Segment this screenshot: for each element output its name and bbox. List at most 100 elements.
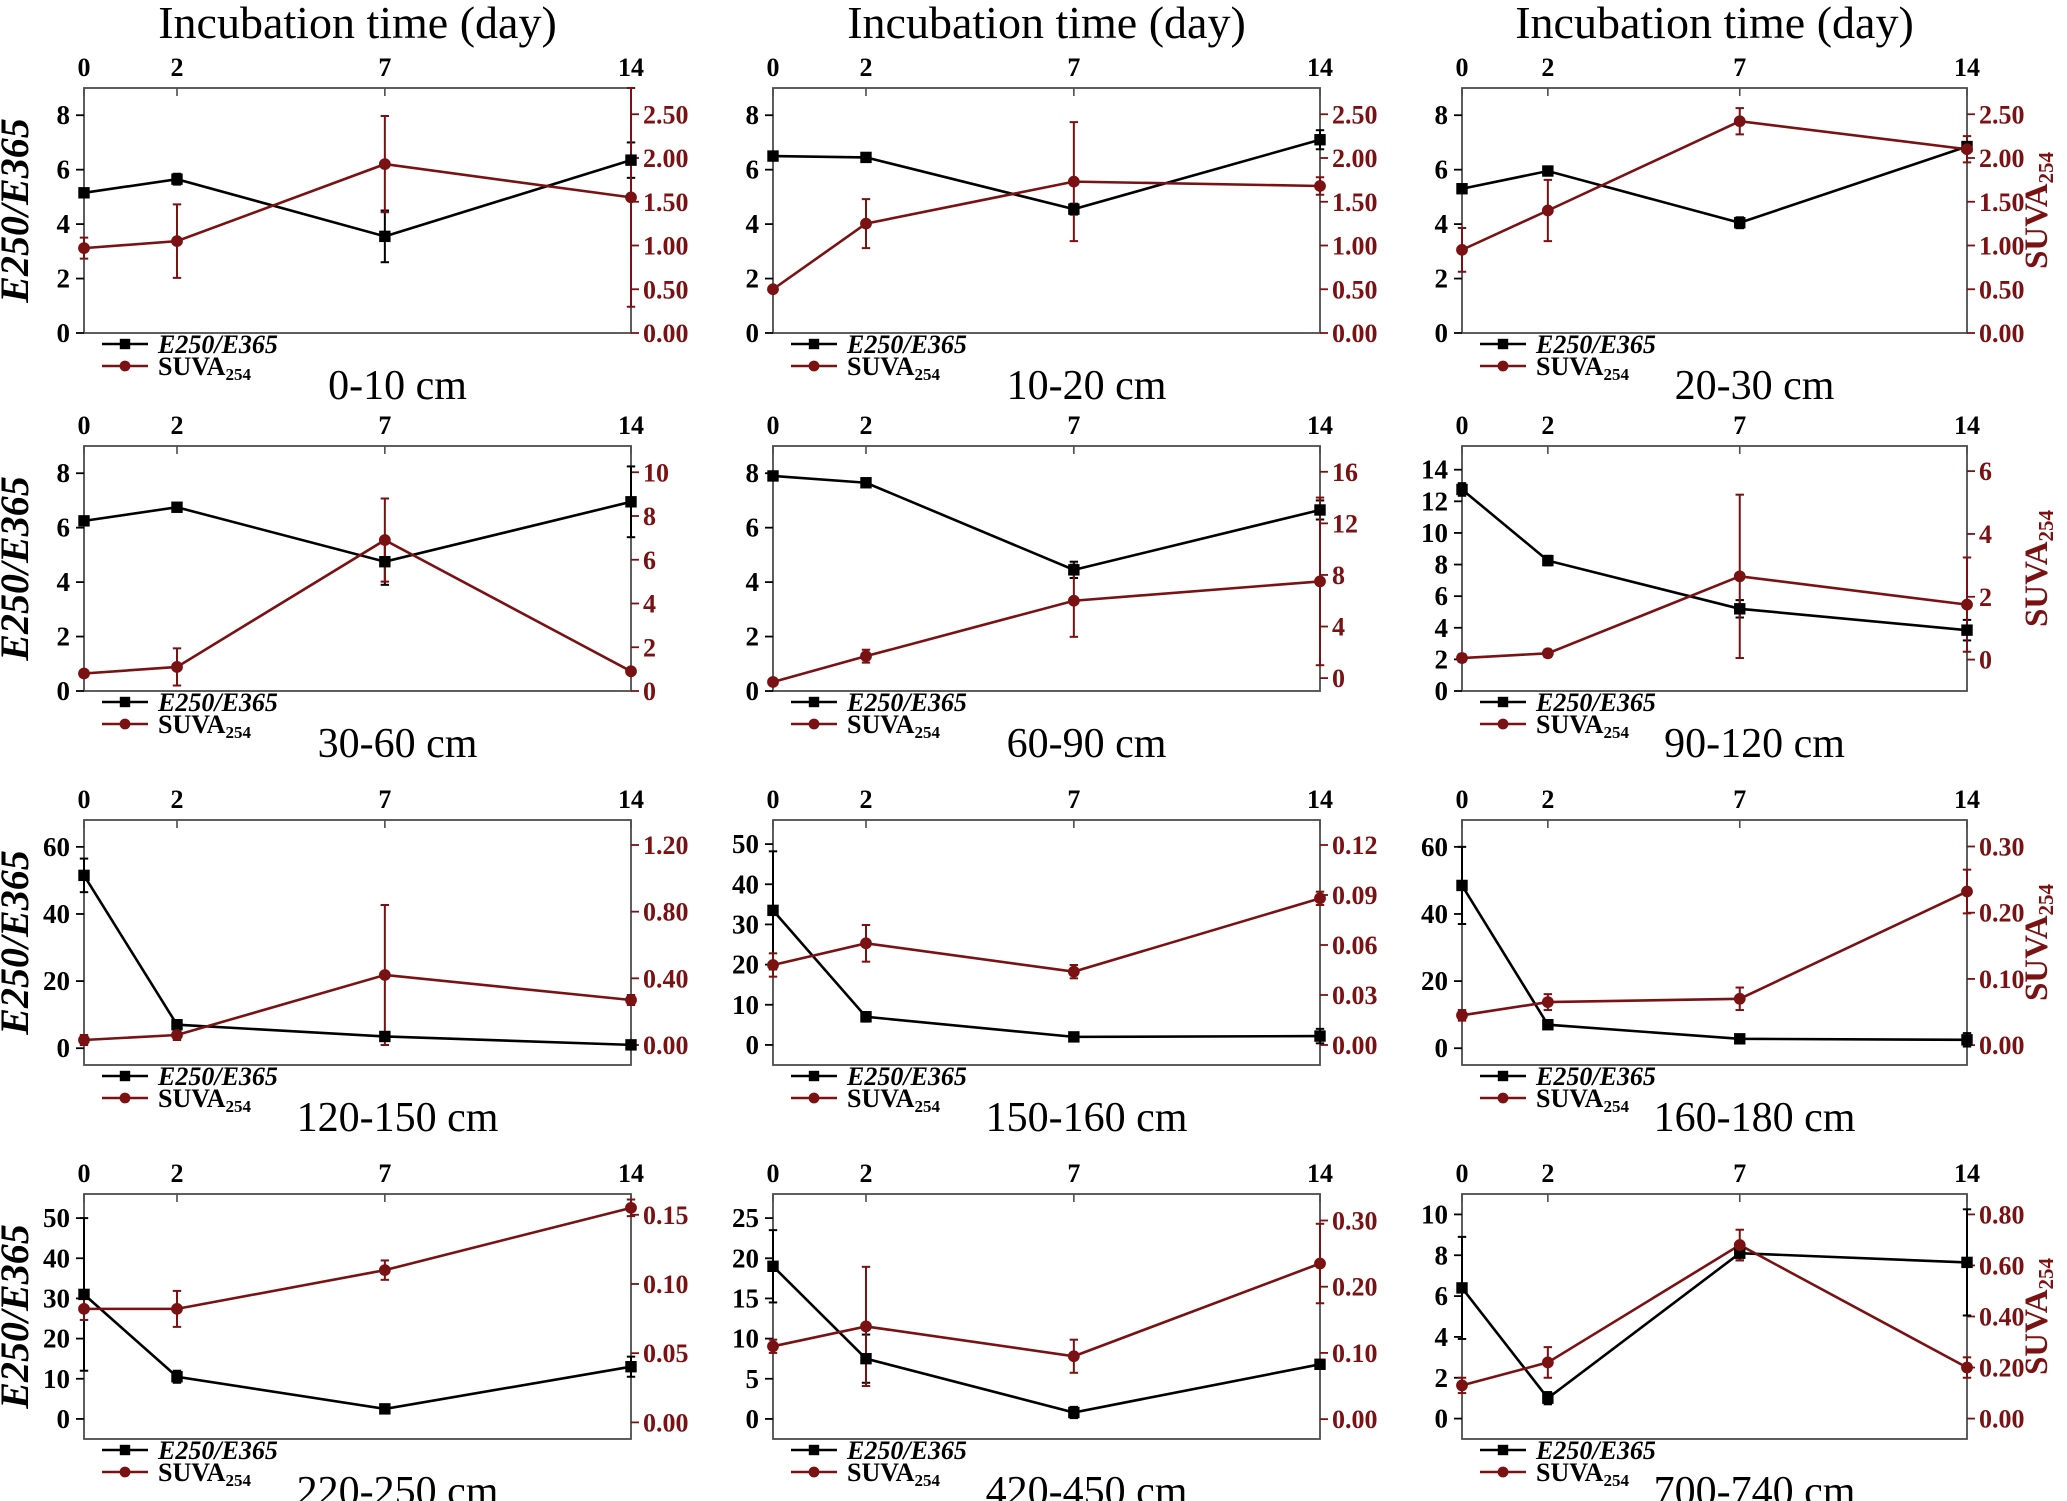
svg-text:0: 0: [1435, 1404, 1449, 1434]
svg-text:30: 30: [732, 909, 759, 939]
svg-text:2.00: 2.00: [1332, 144, 1378, 173]
svg-text:Incubation time (day): Incubation time (day): [158, 0, 557, 48]
svg-text:2: 2: [170, 785, 183, 814]
svg-text:7: 7: [1067, 785, 1080, 814]
svg-text:0.20: 0.20: [1332, 1273, 1378, 1302]
svg-text:2: 2: [1541, 785, 1554, 814]
svg-text:0.05: 0.05: [643, 1339, 689, 1368]
svg-text:8: 8: [746, 458, 760, 488]
svg-text:0: 0: [57, 1033, 71, 1063]
svg-text:0.00: 0.00: [1332, 1031, 1378, 1060]
svg-text:E250/E365: E250/E365: [0, 850, 37, 1035]
svg-text:14: 14: [1954, 1159, 1980, 1188]
svg-text:14: 14: [618, 53, 644, 82]
svg-text:0: 0: [1435, 1033, 1449, 1063]
svg-text:0.12: 0.12: [1332, 831, 1378, 860]
svg-text:7: 7: [1733, 1159, 1746, 1188]
svg-text:12: 12: [1421, 486, 1448, 516]
svg-text:20: 20: [1421, 966, 1448, 996]
svg-text:14: 14: [1307, 785, 1333, 814]
svg-text:4: 4: [57, 209, 71, 239]
svg-text:2: 2: [1541, 411, 1554, 440]
svg-text:0: 0: [78, 411, 91, 440]
svg-text:0.00: 0.00: [643, 319, 689, 348]
svg-text:E250/E365: E250/E365: [0, 1224, 37, 1409]
svg-text:2: 2: [746, 264, 760, 294]
svg-text:15: 15: [732, 1283, 759, 1313]
svg-text:60: 60: [1421, 832, 1448, 862]
svg-text:7: 7: [378, 785, 391, 814]
svg-text:0: 0: [1435, 318, 1449, 348]
svg-text:1.00: 1.00: [1979, 232, 2025, 261]
svg-text:0.00: 0.00: [1332, 319, 1378, 348]
svg-text:10: 10: [43, 1364, 70, 1394]
svg-text:6: 6: [643, 546, 656, 575]
svg-text:0: 0: [1332, 664, 1345, 693]
svg-text:60: 60: [43, 832, 70, 862]
svg-text:40: 40: [732, 869, 759, 899]
svg-text:20: 20: [43, 1324, 70, 1354]
svg-text:2: 2: [170, 1159, 183, 1188]
svg-text:0.10: 0.10: [1979, 965, 2025, 994]
svg-text:2.00: 2.00: [643, 144, 689, 173]
svg-text:0.30: 0.30: [1979, 832, 2025, 861]
svg-text:8: 8: [643, 502, 656, 531]
svg-text:7: 7: [378, 411, 391, 440]
svg-text:40: 40: [1421, 899, 1448, 929]
svg-text:2: 2: [859, 411, 872, 440]
svg-text:7: 7: [1067, 1159, 1080, 1188]
svg-text:0.50: 0.50: [1979, 275, 2025, 304]
svg-text:2: 2: [1979, 583, 1992, 612]
svg-text:8: 8: [1435, 550, 1449, 580]
svg-text:1.50: 1.50: [1979, 188, 2025, 217]
svg-text:Incubation time (day): Incubation time (day): [847, 0, 1246, 48]
svg-text:E250/E365: E250/E365: [0, 118, 37, 303]
svg-text:6: 6: [1435, 155, 1449, 185]
svg-text:0.80: 0.80: [643, 898, 689, 927]
svg-text:SUVA254: SUVA254: [2019, 509, 2058, 627]
svg-text:2: 2: [170, 411, 183, 440]
svg-text:2: 2: [643, 633, 656, 662]
svg-text:2: 2: [1541, 53, 1554, 82]
svg-text:2: 2: [859, 53, 872, 82]
svg-text:14: 14: [1421, 455, 1448, 485]
svg-text:14: 14: [1307, 1159, 1333, 1188]
svg-text:14: 14: [1307, 411, 1333, 440]
svg-text:1.20: 1.20: [643, 831, 689, 860]
svg-text:0: 0: [78, 1159, 91, 1188]
svg-text:6: 6: [746, 513, 760, 543]
svg-text:14: 14: [618, 1159, 644, 1188]
svg-text:4: 4: [1435, 209, 1449, 239]
svg-text:25: 25: [732, 1203, 759, 1233]
svg-text:20: 20: [732, 950, 759, 980]
svg-text:16: 16: [1332, 458, 1358, 487]
svg-text:2: 2: [170, 53, 183, 82]
svg-text:10: 10: [1421, 518, 1448, 548]
svg-text:Incubation time (day): Incubation time (day): [1515, 0, 1914, 48]
svg-text:6: 6: [57, 155, 71, 185]
svg-text:40: 40: [43, 899, 70, 929]
svg-text:0.10: 0.10: [1332, 1339, 1378, 1368]
svg-text:4: 4: [1332, 613, 1345, 642]
svg-text:2: 2: [1435, 644, 1449, 674]
svg-text:4: 4: [57, 567, 71, 597]
svg-text:0: 0: [746, 1404, 760, 1434]
svg-text:7: 7: [1067, 53, 1080, 82]
svg-text:14: 14: [1954, 53, 1980, 82]
svg-text:7: 7: [378, 1159, 391, 1188]
svg-text:420-450 cm: 420-450 cm: [986, 1469, 1188, 1501]
svg-text:0.15: 0.15: [643, 1201, 689, 1230]
svg-text:14: 14: [1954, 785, 1980, 814]
svg-text:2: 2: [57, 264, 71, 294]
svg-text:0: 0: [767, 411, 780, 440]
svg-text:50: 50: [43, 1203, 70, 1233]
svg-text:8: 8: [57, 100, 71, 130]
svg-text:8: 8: [57, 458, 71, 488]
svg-text:0: 0: [746, 676, 760, 706]
svg-text:10: 10: [732, 1324, 759, 1354]
svg-text:50: 50: [732, 829, 759, 859]
svg-text:0.00: 0.00: [643, 1408, 689, 1437]
svg-text:0: 0: [746, 1030, 760, 1060]
svg-text:8: 8: [1435, 100, 1449, 130]
svg-text:6: 6: [1979, 457, 1992, 486]
